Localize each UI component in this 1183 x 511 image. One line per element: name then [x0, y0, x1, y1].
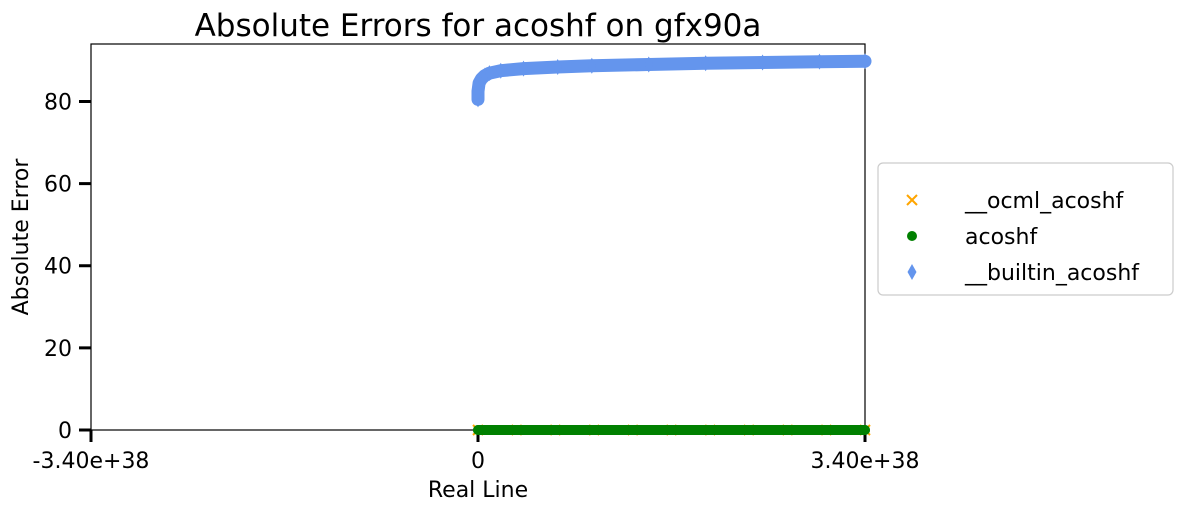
x-tick-label-2: 3.40e+38: [811, 449, 920, 474]
legend-marker-1: [907, 231, 917, 241]
point-s2-9: [587, 57, 597, 74]
plot-area: [471, 53, 872, 436]
point-s1-5: [666, 425, 677, 435]
point-s2-11: [701, 55, 711, 72]
point-s2-6: [496, 62, 506, 79]
y-tick-label-0: 0: [58, 419, 72, 444]
legend-label-2: __builtin_acoshf: [964, 261, 1140, 286]
point-s2-5: [484, 65, 494, 82]
legend-marker-2: [907, 264, 917, 280]
y-tick-label-4: 80: [44, 90, 72, 115]
legend-label-0: __ocml_acoshf: [964, 189, 1125, 214]
point-s2-13: [814, 53, 824, 70]
point-s1-3: [589, 425, 600, 435]
x-axis: -3.40e+38 0 3.40e+38: [33, 430, 920, 474]
y-tick-label-2: 40: [44, 255, 72, 280]
y-tick-label-3: 60: [44, 173, 72, 198]
point-s2-7: [519, 60, 529, 77]
point-s1-0: [473, 425, 483, 435]
chart-title: Absolute Errors for acoshf on gfx90a: [195, 8, 762, 44]
point-s1-2: [550, 425, 561, 435]
point-s1-6: [705, 425, 716, 435]
point-s1-10: [860, 425, 870, 435]
point-s1-9: [821, 425, 832, 435]
point-s2-8: [553, 58, 563, 75]
point-s2-14: [860, 53, 870, 70]
x-axis-label: Real Line: [428, 478, 528, 503]
x-tick-label-0: -3.40e+38: [33, 449, 150, 474]
legend-marker-0: [906, 194, 918, 206]
y-axis-label: Absolute Error: [9, 158, 34, 316]
point-s1-7: [743, 425, 754, 435]
point-s1-8: [782, 425, 793, 435]
legend-label-1: acoshf: [965, 225, 1038, 250]
legend-box: [877, 162, 1174, 296]
point-s2-12: [758, 54, 768, 71]
y-tick-label-1: 20: [44, 337, 72, 362]
point-s1-4: [627, 425, 638, 435]
series-band-2: [471, 54, 872, 106]
point-s2-0: [473, 91, 483, 108]
y-axis: 0 20 40 60 80: [44, 90, 91, 444]
x-tick-label-1: 0: [471, 449, 485, 474]
point-s1-1: [511, 425, 522, 435]
point-s2-10: [644, 56, 654, 73]
